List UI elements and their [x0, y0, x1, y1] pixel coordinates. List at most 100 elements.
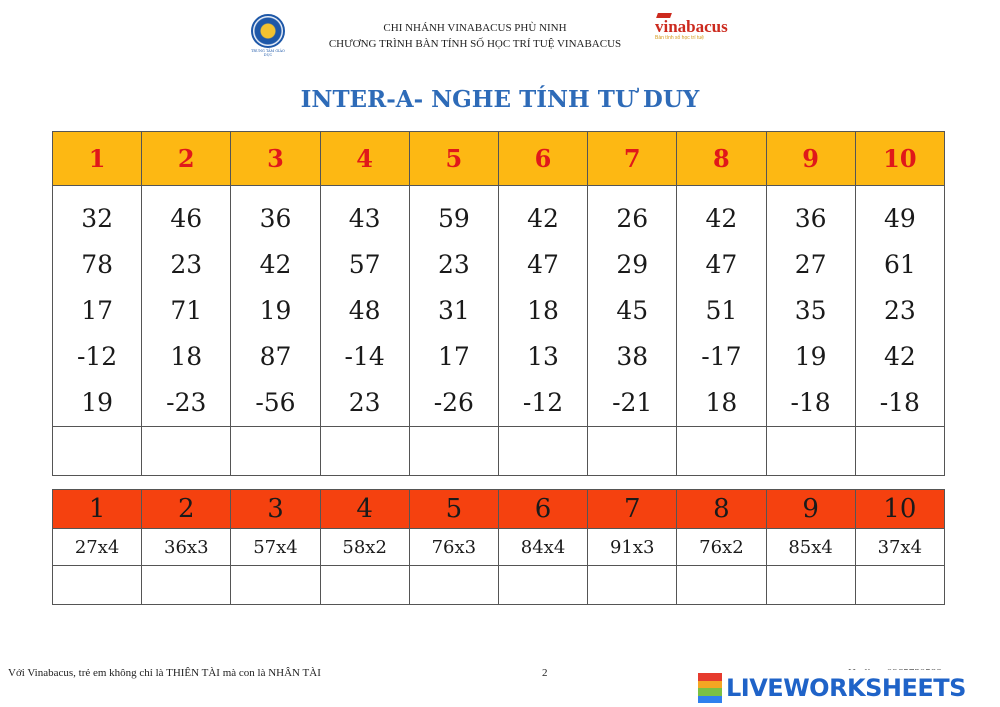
answer-box[interactable]	[408, 565, 499, 605]
program-name: CHƯƠNG TRÌNH BÀN TÍNH SỐ HỌC TRÍ TUỆ VIN…	[328, 38, 622, 50]
number-value: 43	[348, 204, 381, 233]
school-logo-text: TRUNG TÂM GIÁO DỤC	[251, 49, 285, 57]
multiplication-problem: 36x3	[141, 528, 232, 566]
number-value: 61	[883, 250, 916, 279]
number-value: 19	[81, 388, 113, 417]
number-value: 57	[348, 250, 381, 279]
answer-box[interactable]	[319, 426, 410, 476]
organization-text: CHI NHÁNH VINABACUS PHÙ NINH CHƯƠNG TRÌN…	[290, 20, 660, 52]
number-value: 48	[348, 296, 381, 325]
page-number: 2	[542, 667, 548, 679]
answer-box[interactable]	[51, 565, 143, 605]
answer-box[interactable]	[408, 426, 499, 476]
table1-header-cell: 4	[319, 131, 410, 186]
number-value: 29	[616, 250, 649, 279]
liveworksheets-badge-icon	[698, 673, 722, 703]
answer-box[interactable]	[319, 565, 410, 605]
worksheet-title: INTER-A- NGHE TÍNH TƯ DUY	[300, 86, 700, 113]
number-value: 46	[170, 204, 203, 233]
multiplication-problem: 37x4	[854, 528, 946, 566]
document-header: TRUNG TÂM GIÁO DỤC CHI NHÁNH VINABACUS P…	[0, 12, 1000, 67]
answer-box[interactable]	[230, 426, 321, 476]
table1-header-cell: 8	[676, 131, 767, 186]
number-value: -18	[790, 388, 831, 417]
answer-box[interactable]	[587, 426, 678, 476]
table2-header-cell: 10	[854, 489, 946, 529]
number-value: 17	[81, 296, 113, 325]
table2-header-cell: 8	[676, 489, 767, 529]
number-value: 18	[527, 296, 559, 325]
liveworksheets-brand: LIVEWORKSHEETS	[726, 674, 966, 702]
table1-header-cell: 7	[587, 131, 678, 186]
number-value: 13	[527, 342, 559, 371]
multiplication-problem: 76x3	[408, 528, 499, 566]
answer-box[interactable]	[765, 426, 856, 476]
number-value: 18	[170, 342, 203, 371]
answer-box[interactable]	[141, 426, 232, 476]
number-value: 47	[705, 250, 738, 279]
table1-header-cell: 9	[765, 131, 856, 186]
number-value: 71	[170, 296, 203, 325]
answer-box[interactable]	[497, 565, 589, 605]
table2-header-cell: 7	[587, 489, 678, 529]
liveworksheets-logo[interactable]: LIVEWORKSHEETS	[698, 670, 998, 706]
number-value: -14	[344, 342, 385, 371]
number-column: 43 57 48 -14 23	[319, 185, 410, 427]
number-value: 49	[883, 204, 916, 233]
answer-box[interactable]	[676, 426, 767, 476]
number-value: 19	[259, 296, 292, 325]
table2-header-cell: 6	[497, 489, 589, 529]
number-value: 51	[705, 296, 738, 325]
number-column: 49 61 23 42 -18	[854, 185, 946, 427]
number-value: 27	[794, 250, 827, 279]
vinabacus-tagline: Bàn tính số học trí tuệ	[655, 35, 704, 41]
vinabacus-brand: vinabacus	[655, 17, 728, 36]
number-value: 23	[437, 250, 470, 279]
multiplication-problem: 85x4	[765, 528, 856, 566]
multiplication-problem: 27x4	[51, 528, 143, 566]
number-value: 42	[259, 250, 292, 279]
number-value: 26	[616, 204, 649, 233]
multiplication-problem: 57x4	[230, 528, 321, 566]
number-value: 78	[81, 250, 113, 279]
answer-box[interactable]	[141, 565, 232, 605]
table2-answer-row	[51, 565, 946, 605]
number-value: 42	[883, 342, 916, 371]
number-value: 23	[883, 296, 916, 325]
answer-box[interactable]	[765, 565, 856, 605]
table1-header-cell: 10	[854, 131, 946, 186]
answer-box[interactable]	[51, 426, 143, 476]
graduation-cap-icon	[656, 13, 672, 18]
number-value: 47	[527, 250, 559, 279]
number-value: 38	[616, 342, 649, 371]
number-value: 19	[794, 342, 827, 371]
number-value: 36	[794, 204, 827, 233]
number-column: 42 47 18 13 -12	[497, 185, 589, 427]
number-value: -21	[612, 388, 653, 417]
answer-box[interactable]	[854, 565, 946, 605]
number-value: 45	[616, 296, 649, 325]
number-value: 31	[437, 296, 470, 325]
number-value: 42	[527, 204, 559, 233]
table2-header-cell: 5	[408, 489, 499, 529]
mental-math-table: 1 2 3 4 5 6 7 8 9 10 32 78 17 -12 19 46 …	[51, 131, 946, 476]
answer-box[interactable]	[676, 565, 767, 605]
number-column: 42 47 51 -17 18	[676, 185, 767, 427]
number-column: 26 29 45 38 -21	[587, 185, 678, 427]
table1-header-cell: 3	[230, 131, 321, 186]
number-column: 46 23 71 18 -23	[141, 185, 232, 427]
answer-box[interactable]	[497, 426, 589, 476]
number-value: 18	[705, 388, 738, 417]
answer-box[interactable]	[854, 426, 946, 476]
table2-header-cell: 9	[765, 489, 856, 529]
table1-numbers-row: 32 78 17 -12 19 46 23 71 18 -23 36 42 19…	[51, 185, 946, 427]
number-value: 17	[437, 342, 470, 371]
multiplication-problem: 76x2	[676, 528, 767, 566]
number-column: 59 23 31 17 -26	[408, 185, 499, 427]
table2-header-row: 1 2 3 4 5 6 7 8 9 10	[51, 489, 946, 529]
number-value: -26	[433, 388, 474, 417]
answer-box[interactable]	[230, 565, 321, 605]
multiplication-problem: 58x2	[319, 528, 410, 566]
answer-box[interactable]	[587, 565, 678, 605]
table1-header-cell: 1	[51, 131, 143, 186]
